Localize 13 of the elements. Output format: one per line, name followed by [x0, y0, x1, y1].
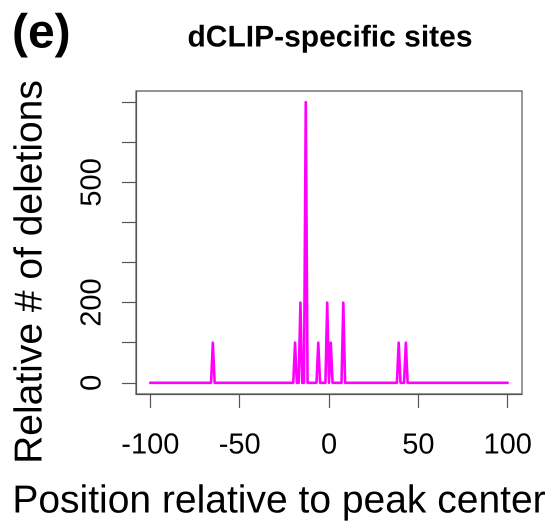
chart-title: dCLIP-specific sites — [187, 20, 473, 54]
x-tick-label: -50 — [218, 428, 261, 460]
y-axis-title: Relative # of deletions — [8, 80, 50, 464]
y-tick-label: 200 — [76, 278, 108, 327]
x-tick-label: 50 — [402, 428, 434, 460]
y-tick-label: 500 — [76, 158, 108, 207]
x-axis-title: Position relative to peak center — [12, 478, 546, 522]
x-tick-label: 0 — [320, 428, 338, 460]
x-tick-label: -100 — [121, 428, 180, 460]
line-series — [148, 100, 510, 384]
x-tick-label: 100 — [484, 428, 532, 460]
text: (e) — [12, 6, 71, 58]
y-tick-label: 0 — [76, 374, 108, 391]
